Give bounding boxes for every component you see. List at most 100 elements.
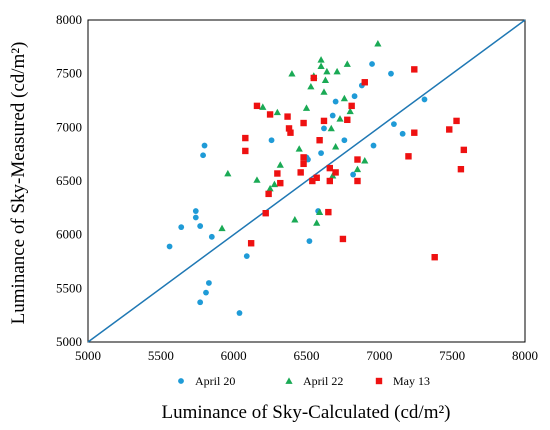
- data-point-april-20: [192, 214, 199, 221]
- legend-marker-april-20: [178, 378, 184, 384]
- data-point-may-13: [297, 169, 304, 176]
- legend-marker-april-22: [285, 377, 293, 384]
- data-point-april-20: [203, 289, 209, 296]
- data-point-april-22: [374, 40, 382, 47]
- axis-ticks: 5000 5500 6000 6500 7000 7500 8000 5000 5500 6000…: [56, 12, 538, 363]
- data-point-april-20: [243, 253, 250, 260]
- data-point-may-13: [460, 146, 468, 154]
- data-point-april-20: [341, 137, 348, 144]
- data-point-april-22: [353, 165, 362, 173]
- legend-marker-may-13: [375, 377, 383, 385]
- x-tick-label: 8000: [512, 348, 538, 363]
- data-point-april-20: [197, 299, 204, 306]
- reference-line: [87, 19, 526, 343]
- legend-item-april-20: April 20: [178, 374, 235, 388]
- data-point-april-20: [391, 121, 397, 128]
- reference-line-layer: [87, 19, 526, 343]
- data-point-april-22: [346, 107, 354, 115]
- data-point-may-13: [411, 66, 418, 73]
- data-point-may-13: [287, 129, 294, 136]
- data-point-may-13: [344, 116, 351, 124]
- data-point-may-13: [354, 177, 361, 185]
- x-tick-label: 5500: [148, 348, 174, 363]
- data-point-april-20: [369, 61, 375, 67]
- legend-item-april-22: April 22: [285, 374, 343, 388]
- legend-label-april-20: April 20: [195, 374, 235, 388]
- data-point-may-13: [300, 160, 307, 168]
- legend-item-may-13: May 13: [375, 374, 430, 388]
- data-point-april-22: [323, 67, 331, 75]
- legend-label-may-13: May 13: [393, 374, 430, 388]
- data-point-may-13: [446, 126, 453, 133]
- data-point-may-13: [361, 79, 368, 86]
- data-point-april-22: [317, 62, 325, 70]
- data-point-april-22: [270, 180, 279, 188]
- data-point-april-20: [321, 125, 327, 132]
- data-point-april-20: [200, 152, 206, 159]
- data-point-april-22: [273, 108, 281, 116]
- x-tick-label: 7000: [366, 348, 392, 363]
- y-tick-label: 7000: [56, 119, 82, 134]
- data-point-april-20: [236, 310, 243, 316]
- data-point-april-20: [329, 112, 336, 119]
- data-point-april-22: [317, 56, 325, 63]
- data-point-april-20: [388, 70, 394, 77]
- data-points: [166, 40, 468, 316]
- data-point-april-20: [370, 142, 377, 149]
- data-point-april-20: [318, 150, 324, 156]
- data-point-april-22: [307, 82, 315, 90]
- plot-area: [87, 19, 526, 343]
- data-point-april-22: [224, 169, 232, 177]
- data-point-april-22: [259, 103, 267, 110]
- data-point-april-22: [332, 143, 340, 150]
- data-point-may-13: [274, 170, 281, 177]
- data-point-april-20: [351, 93, 358, 100]
- data-point-may-13: [247, 240, 255, 247]
- data-point-may-13: [285, 125, 293, 132]
- data-point-may-13: [309, 177, 316, 185]
- data-point-may-13: [313, 174, 320, 181]
- data-point-may-13: [325, 208, 332, 216]
- data-point-april-22: [291, 216, 299, 223]
- data-point-april-22: [320, 88, 328, 95]
- legend: April 20 April 22 May 13: [178, 374, 430, 388]
- data-point-may-13: [316, 137, 323, 144]
- data-point-may-13: [310, 74, 317, 82]
- legend-label-april-22: April 22: [303, 374, 343, 388]
- data-point-april-20: [178, 224, 185, 231]
- x-tick-label: 5000: [75, 348, 101, 363]
- data-point-april-22: [253, 176, 261, 183]
- x-tick-label: 6500: [294, 348, 320, 363]
- data-point-may-13: [266, 111, 274, 118]
- data-point-april-22: [333, 67, 341, 75]
- x-axis-title: Luminance of Sky-Calculated (cd/m²): [161, 402, 450, 423]
- data-point-april-22: [218, 224, 226, 232]
- data-point-may-13: [253, 102, 261, 110]
- data-point-may-13: [284, 113, 291, 120]
- data-point-may-13: [453, 117, 460, 125]
- x-tick-label: 7500: [439, 348, 465, 363]
- data-point-may-13: [300, 154, 307, 161]
- series-april-20: [166, 61, 428, 316]
- data-point-april-22: [295, 145, 303, 152]
- data-point-april-22: [343, 60, 351, 67]
- data-point-may-13: [326, 177, 334, 185]
- data-point-april-22: [276, 161, 284, 168]
- data-point-may-13: [339, 235, 347, 243]
- data-point-april-20: [201, 142, 208, 149]
- data-point-may-13: [242, 134, 249, 142]
- data-point-may-13: [431, 254, 438, 261]
- data-point-may-13: [242, 147, 249, 155]
- y-axis-title: Luminance of Sky-Measured (cd/m²): [8, 42, 29, 325]
- data-point-may-13: [411, 129, 418, 136]
- data-point-may-13: [405, 153, 412, 160]
- y-tick-label: 5000: [56, 334, 82, 349]
- data-point-april-20: [192, 208, 199, 214]
- y-tick-label: 6500: [56, 173, 82, 188]
- data-point-may-13: [332, 169, 339, 176]
- data-point-may-13: [320, 117, 328, 125]
- data-point-april-22: [288, 70, 296, 77]
- plot-frame: [87, 19, 526, 343]
- data-point-april-22: [302, 104, 311, 111]
